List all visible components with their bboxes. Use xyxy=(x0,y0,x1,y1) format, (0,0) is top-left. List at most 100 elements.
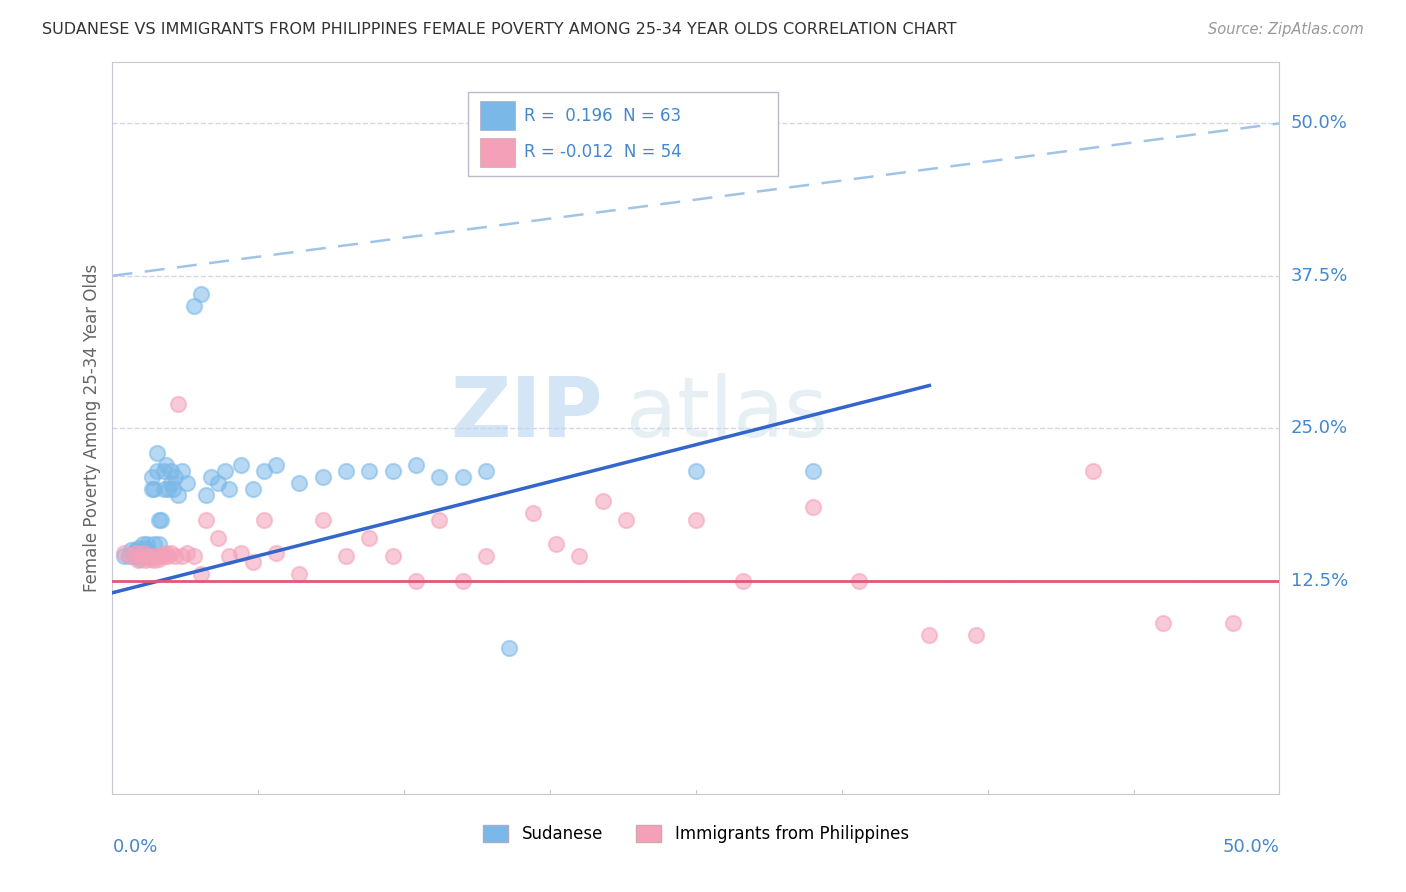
Point xyxy=(136,549,159,564)
Text: ZIP: ZIP xyxy=(450,373,603,454)
Point xyxy=(122,545,145,559)
Point xyxy=(141,470,163,484)
Point xyxy=(242,555,264,569)
Point xyxy=(335,464,357,478)
Point xyxy=(120,543,142,558)
Point xyxy=(335,549,357,564)
Point xyxy=(132,545,155,559)
Point xyxy=(120,549,142,564)
Point xyxy=(157,549,180,564)
Point xyxy=(153,482,176,496)
Point xyxy=(522,507,544,521)
Point xyxy=(568,549,591,564)
Point xyxy=(136,543,159,558)
Point xyxy=(242,482,264,496)
Text: 37.5%: 37.5% xyxy=(1291,267,1348,285)
Point xyxy=(218,549,240,564)
Point xyxy=(112,545,135,559)
Point xyxy=(475,549,498,564)
Text: SUDANESE VS IMMIGRANTS FROM PHILIPPINES FEMALE POVERTY AMONG 25-34 YEAR OLDS COR: SUDANESE VS IMMIGRANTS FROM PHILIPPINES … xyxy=(42,22,957,37)
Point xyxy=(146,549,169,564)
Point xyxy=(229,458,252,472)
Point xyxy=(112,549,135,564)
Point xyxy=(427,512,450,526)
Point xyxy=(176,545,198,559)
Point xyxy=(207,531,229,545)
Point xyxy=(153,549,176,564)
Point xyxy=(155,458,177,472)
Point xyxy=(214,464,236,478)
Point xyxy=(127,541,149,555)
Point xyxy=(148,537,170,551)
Point xyxy=(731,574,754,588)
Point xyxy=(132,548,155,562)
Point xyxy=(153,464,176,478)
Point xyxy=(918,628,941,642)
Point xyxy=(136,547,159,561)
Legend: Sudanese, Immigrants from Philippines: Sudanese, Immigrants from Philippines xyxy=(475,816,917,851)
Point xyxy=(143,482,166,496)
Point xyxy=(134,553,156,567)
Text: R = -0.012  N = 54: R = -0.012 N = 54 xyxy=(524,144,682,161)
Point xyxy=(166,397,188,411)
Point xyxy=(288,476,311,491)
Point xyxy=(311,512,333,526)
Point xyxy=(614,512,637,526)
Point xyxy=(139,545,162,559)
Point xyxy=(183,299,205,313)
Point xyxy=(132,537,155,551)
Point xyxy=(160,545,183,559)
Point xyxy=(544,537,567,551)
Point xyxy=(127,553,149,567)
Point xyxy=(172,464,194,478)
Point xyxy=(160,464,183,478)
Point xyxy=(165,470,187,484)
Point xyxy=(359,464,381,478)
Point xyxy=(229,545,252,559)
Point xyxy=(132,545,155,559)
Point xyxy=(381,464,404,478)
Point xyxy=(150,549,173,564)
Point xyxy=(848,574,870,588)
Point xyxy=(162,482,184,496)
Text: 50.0%: 50.0% xyxy=(1291,114,1347,132)
Point xyxy=(166,488,188,502)
FancyBboxPatch shape xyxy=(479,101,515,130)
FancyBboxPatch shape xyxy=(479,137,515,167)
Point xyxy=(165,549,187,564)
Point xyxy=(146,464,169,478)
Point xyxy=(148,551,170,566)
Point xyxy=(118,549,141,564)
Y-axis label: Female Poverty Among 25-34 Year Olds: Female Poverty Among 25-34 Year Olds xyxy=(83,264,101,592)
Point xyxy=(194,512,217,526)
Point xyxy=(129,549,152,564)
Point xyxy=(190,567,212,582)
Point xyxy=(1222,616,1244,631)
Point xyxy=(359,531,381,545)
Point xyxy=(157,482,180,496)
Point xyxy=(685,464,707,478)
Text: Source: ZipAtlas.com: Source: ZipAtlas.com xyxy=(1208,22,1364,37)
Point xyxy=(218,482,240,496)
Point xyxy=(190,287,212,301)
Point xyxy=(129,551,152,566)
Point xyxy=(475,464,498,478)
Point xyxy=(200,470,222,484)
Text: 50.0%: 50.0% xyxy=(1223,838,1279,855)
Point xyxy=(125,545,148,559)
Point xyxy=(498,640,520,655)
Point xyxy=(381,549,404,564)
Point xyxy=(194,488,217,502)
Point xyxy=(264,458,287,472)
Point xyxy=(405,574,427,588)
Point xyxy=(125,549,148,564)
Point xyxy=(183,549,205,564)
Point xyxy=(127,545,149,559)
Point xyxy=(311,470,333,484)
Point xyxy=(1081,464,1104,478)
Point xyxy=(801,500,824,515)
Point xyxy=(451,574,474,588)
Point xyxy=(136,537,159,551)
Point xyxy=(172,549,194,564)
Text: atlas: atlas xyxy=(626,373,828,454)
